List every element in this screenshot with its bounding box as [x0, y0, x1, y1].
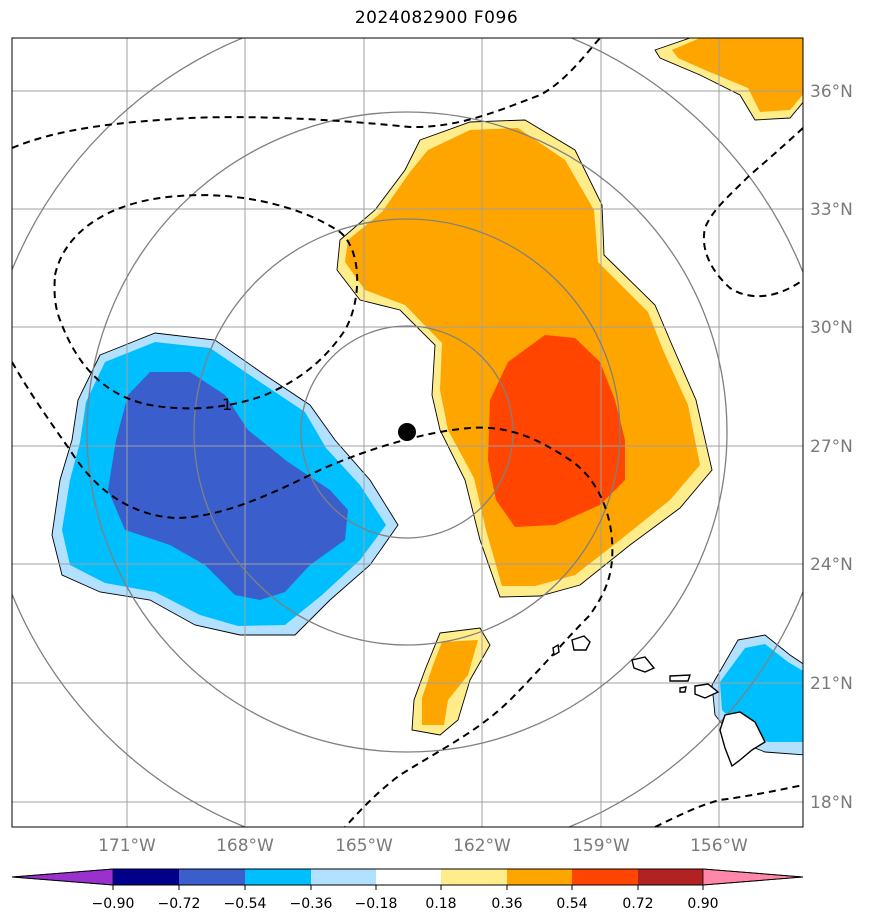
lon-label-4: 162°W: [453, 836, 511, 856]
colorbar-tick-label: 0.36: [491, 896, 522, 912]
colorbar-tick-label: −0.72: [158, 896, 201, 912]
range-circle-3: [86, 111, 728, 753]
colorbar-tick-label: 0.18: [425, 896, 456, 912]
blue-outline-main: [51, 332, 399, 636]
positive-anomaly-region: [336, 38, 803, 736]
lat-label-1: 36°N: [810, 82, 853, 102]
island-lanai: [679, 686, 687, 693]
colorbar-tick-label: −0.36: [290, 896, 333, 912]
lat-label-3: 30°N: [810, 318, 853, 338]
contour-central: [12, 361, 614, 827]
lat-label-4: 27°N: [810, 437, 853, 457]
graticule: [12, 38, 803, 827]
red-orange-shade: [488, 335, 625, 527]
orange-shade-ne: [672, 38, 803, 112]
lon-label-1: 171°W: [98, 836, 156, 856]
negative-anomaly-region: [51, 332, 803, 756]
island-hawaii: [719, 711, 766, 768]
map-frame: [11, 37, 804, 828]
colorbar-segment: [638, 869, 703, 885]
colorbar-segment: [113, 869, 179, 885]
colorbar-tick-label: 0.90: [687, 896, 718, 912]
island-molokai: [669, 674, 691, 682]
lat-label-2: 33°N: [810, 200, 853, 220]
plot-title: 2024082900 F096: [354, 8, 519, 28]
colorbar-left-extend: [11, 868, 114, 886]
lon-label-5: 159°W: [572, 836, 630, 856]
map-area: 1: [12, 38, 803, 827]
lat-label-5: 24°N: [810, 555, 853, 575]
contour-label: 1: [222, 395, 232, 414]
colorbar-segment: [311, 869, 376, 885]
colorbar-ticks: [112, 885, 704, 890]
orange-outline-small: [411, 627, 491, 736]
contour-northeast: [702, 127, 803, 298]
colorbar-right-extend: [702, 868, 804, 886]
longitude-labels: 171°W 168°W 165°W 162°W 159°W 156°W: [98, 836, 748, 856]
island-oahu: [631, 656, 656, 673]
contour-northern: [12, 38, 601, 149]
storm-center-marker: [398, 423, 416, 441]
orange-outline-ne: [654, 38, 803, 121]
dark-blue-shade: [108, 372, 348, 600]
colorbar-tick-label: 0.72: [622, 896, 653, 912]
colorbar-segment: [441, 869, 507, 885]
colorbar-tick-label: −0.18: [355, 896, 398, 912]
contour-closed-west: [53, 194, 359, 410]
colorbar-segment: [179, 869, 245, 885]
colorbar-segment: [245, 869, 311, 885]
contour-southeast: [654, 784, 803, 827]
colorbar-segment: [376, 869, 441, 885]
colorbar: −0.90 −0.72 −0.54 −0.36 −0.18 0.18 0.36 …: [11, 868, 804, 912]
colorbar-segment: [572, 869, 638, 885]
colorbar-tick-label: −0.90: [92, 896, 135, 912]
colorbar-tick-label: 0.54: [556, 896, 587, 912]
range-circle-2: [193, 218, 621, 646]
island-kauai: [571, 635, 591, 651]
hawaii-coastlines: [552, 635, 766, 768]
colorbar-tick-label: −0.54: [224, 896, 267, 912]
island-maui: [694, 683, 720, 699]
lon-label-2: 168°W: [216, 836, 274, 856]
lon-label-3: 165°W: [335, 836, 393, 856]
island-niihau: [552, 643, 560, 657]
lat-label-7: 18°N: [810, 793, 853, 813]
dashed-contours: [12, 38, 803, 827]
colorbar-segment: [507, 869, 572, 885]
latitude-labels: 36°N 33°N 30°N 27°N 24°N 21°N 18°N: [810, 82, 853, 813]
orange-outline-main: [336, 119, 713, 598]
lat-label-6: 21°N: [810, 674, 853, 694]
lon-label-6: 156°W: [690, 836, 748, 856]
